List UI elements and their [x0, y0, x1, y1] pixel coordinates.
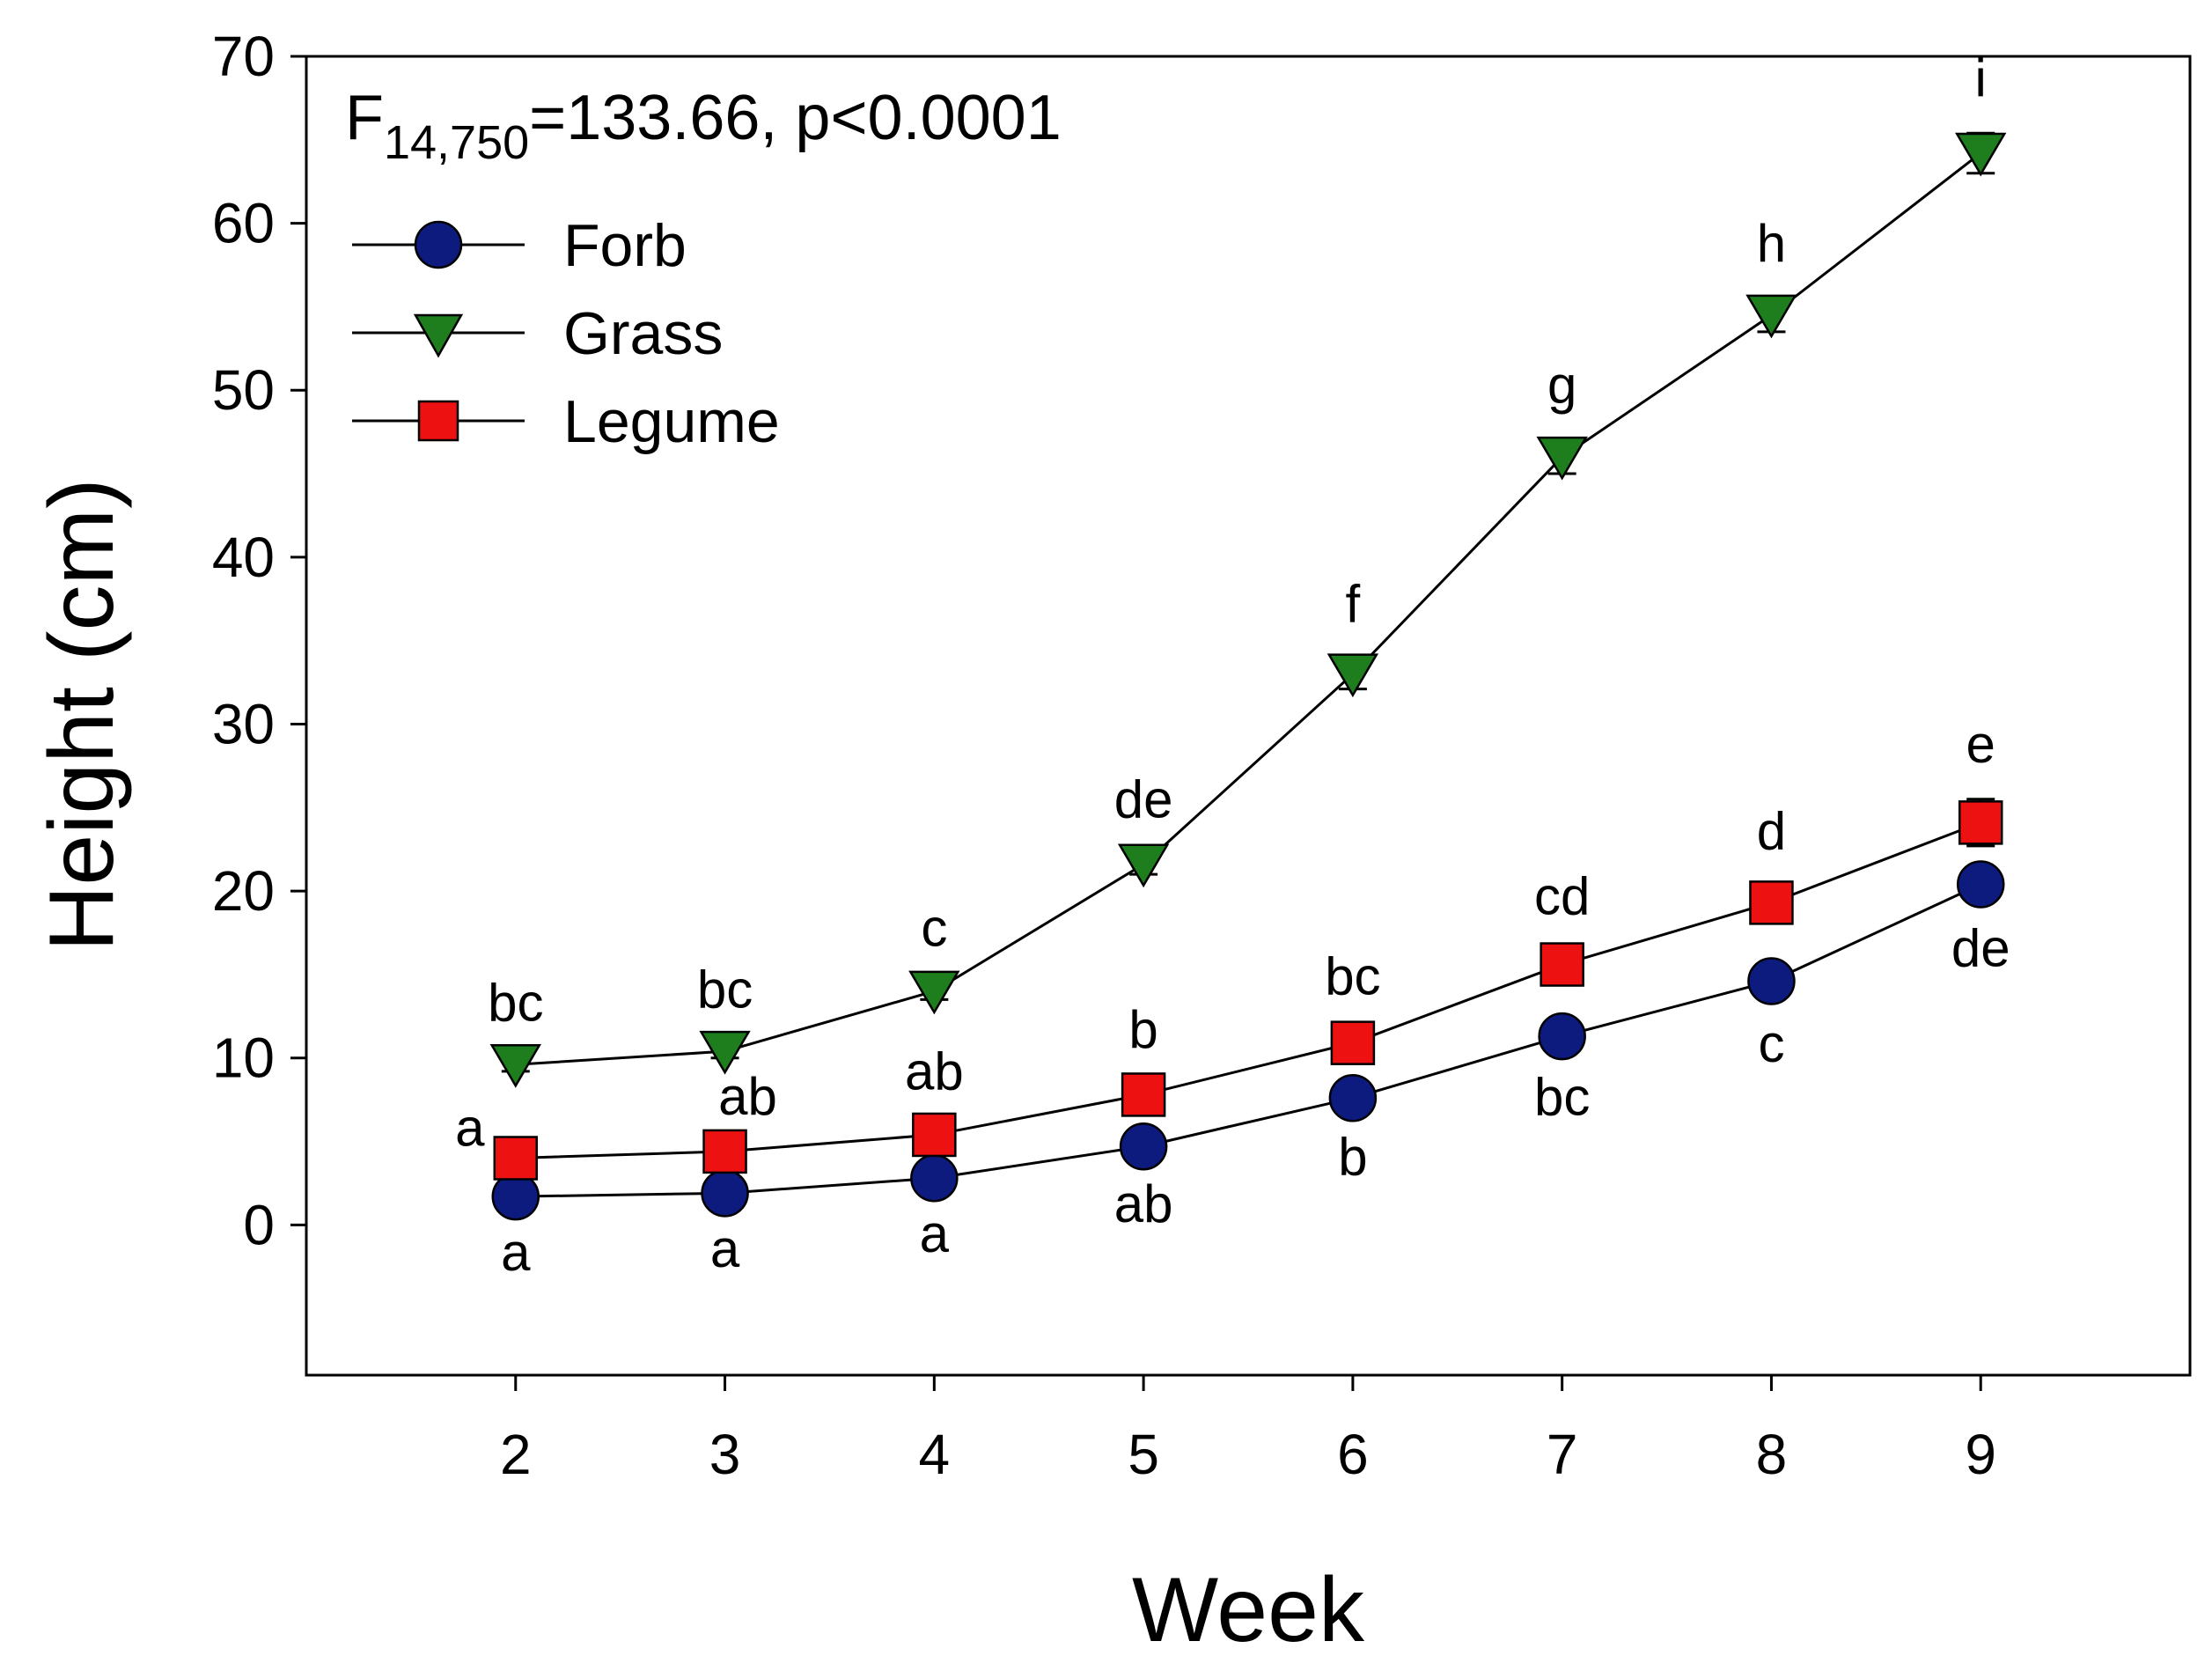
y-tick-label: 30: [212, 692, 275, 755]
point-legume: [1749, 880, 1794, 925]
legend-marker-legume: [417, 400, 459, 442]
significance-letter-forb: b: [1338, 1128, 1367, 1187]
significance-letter-forb: a: [501, 1223, 531, 1282]
x-tick-label: 2: [500, 1423, 532, 1486]
point-grass: [908, 970, 960, 1015]
significance-letter-forb: de: [1951, 919, 2010, 978]
y-tick-label: 50: [212, 358, 275, 422]
stat-rest: =133.66, p<0.0001: [529, 83, 1062, 153]
statistic-annotation: F14,750=133.66, p<0.0001: [345, 83, 1062, 169]
point-forb: [701, 1169, 749, 1218]
legend-item-forb: Forb: [352, 212, 687, 279]
significance-letter-grass: bc: [697, 960, 753, 1019]
y-tick-label: 70: [212, 25, 275, 88]
legend-label-legume: Legume: [563, 388, 780, 455]
point-legume: [702, 1129, 747, 1174]
significance-letter-grass: f: [1346, 575, 1361, 634]
point-forb: [1956, 860, 2005, 909]
point-legume: [1540, 942, 1584, 987]
significance-letter-forb: c: [1758, 1014, 1784, 1073]
significance-letter-legume: ab: [718, 1067, 777, 1126]
y-axis: 0 10 20 30 40 50 60 70: [212, 25, 306, 1256]
x-axis-title: Week: [1132, 1559, 1365, 1661]
legend-label-forb: Forb: [563, 212, 687, 279]
significance-letter-grass: c: [921, 898, 947, 957]
series-line-legume: [515, 821, 1981, 1159]
x-tick-label: 9: [1965, 1423, 1996, 1486]
stat-subscript: 14,750: [384, 116, 529, 169]
significance-letter-legume: cd: [1534, 866, 1590, 925]
point-grass: [1745, 294, 1797, 339]
legend-marker-forb: [414, 220, 463, 269]
significance-letter-legume: e: [1966, 715, 1995, 774]
significance-letter-grass: bc: [488, 974, 543, 1033]
x-tick-label: 7: [1547, 1423, 1578, 1486]
point-grass: [1536, 436, 1588, 481]
significance-letter-forb: ab: [1114, 1174, 1173, 1233]
significance-letter-forb: a: [920, 1204, 950, 1263]
legend-item-grass: Grass: [352, 300, 723, 367]
point-grass: [1117, 843, 1170, 888]
stat-prefix: F: [345, 83, 384, 153]
point-forb: [910, 1153, 959, 1203]
point-forb: [1747, 957, 1796, 1005]
x-tick-label: 5: [1128, 1423, 1159, 1486]
point-legume: [493, 1136, 539, 1181]
significance-letter-grass: h: [1757, 214, 1786, 273]
x-tick-label: 4: [919, 1423, 951, 1486]
plot-frame: [305, 55, 2192, 1377]
y-tick-label: 0: [243, 1193, 275, 1256]
point-legume: [912, 1112, 957, 1158]
point-grass: [699, 1030, 751, 1075]
x-tick-label: 8: [1756, 1423, 1788, 1486]
point-legume: [1330, 1020, 1376, 1065]
y-tick-label: 10: [212, 1027, 275, 1090]
legend-item-legume: Legume: [352, 388, 780, 455]
significance-letter-legume: b: [1128, 1000, 1157, 1059]
legend-label-grass: Grass: [563, 300, 723, 367]
point-grass: [489, 1044, 541, 1088]
significance-letter-legume: d: [1757, 801, 1786, 860]
legend: Forb Grass Legume: [352, 212, 780, 455]
series-line-forb: [515, 883, 1981, 1198]
point-forb: [491, 1172, 540, 1221]
significance-letter-forb: a: [710, 1219, 740, 1278]
point-forb: [1119, 1122, 1168, 1171]
legend-marker-grass: [413, 313, 464, 358]
significance-letter-legume: bc: [1325, 946, 1380, 1005]
x-axis: 2 3 4 5 6 7 8 9: [500, 1375, 1996, 1486]
y-tick-label: 60: [212, 192, 275, 255]
point-grass: [1326, 653, 1379, 698]
y-axis-title: Height (cm): [31, 478, 133, 951]
y-tick-label: 20: [212, 859, 275, 923]
significance-letter-grass: i: [1975, 48, 1987, 107]
x-tick-label: 6: [1337, 1423, 1369, 1486]
significance-letter-grass: de: [1114, 769, 1173, 828]
point-forb: [1328, 1073, 1378, 1122]
point-legume: [1958, 800, 2003, 845]
series-line-grass: [515, 151, 1982, 1066]
point-grass: [1955, 132, 2007, 177]
significance-letter-grass: g: [1547, 356, 1576, 415]
y-tick-label: 40: [212, 526, 275, 589]
significance-letter-legume: ab: [905, 1041, 964, 1100]
point-forb: [1538, 1012, 1586, 1061]
significance-letter-forb: bc: [1534, 1067, 1590, 1126]
significance-letter-legume: a: [455, 1098, 485, 1157]
x-tick-label: 3: [709, 1423, 741, 1486]
point-legume: [1121, 1072, 1166, 1117]
